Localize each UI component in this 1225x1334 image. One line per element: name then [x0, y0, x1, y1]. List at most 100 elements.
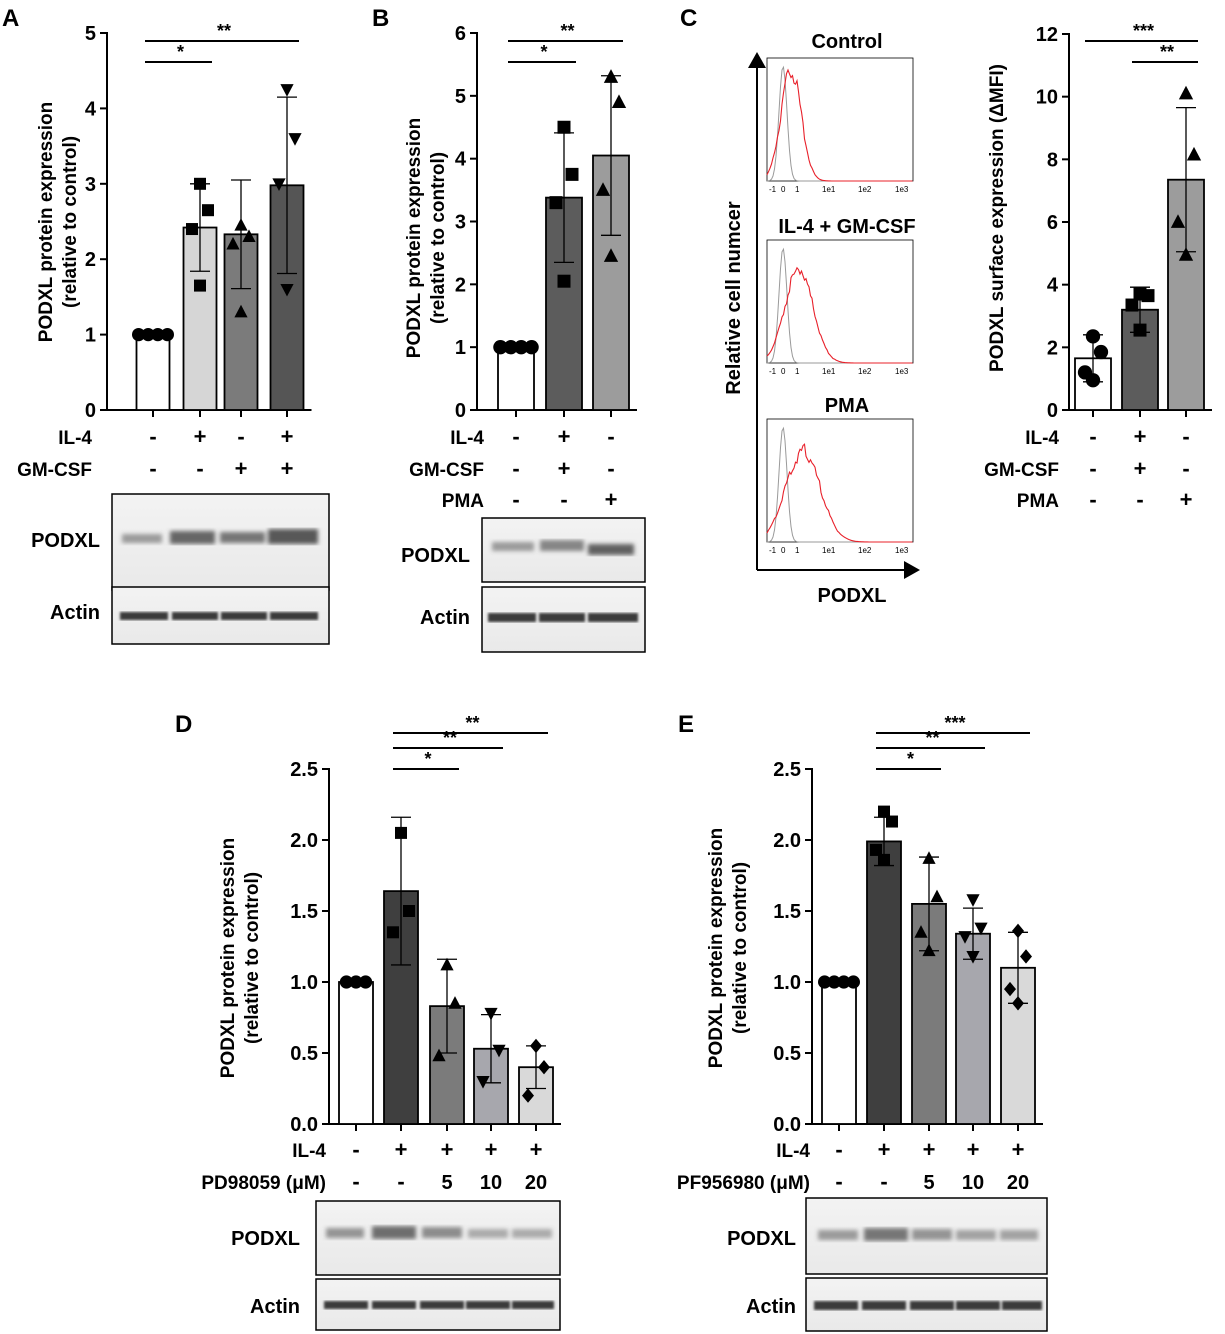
panel-letter-c: C	[680, 5, 697, 32]
circle-marker	[359, 975, 373, 989]
treatment-label: PF956980 (μM)	[677, 1173, 810, 1194]
diamond-marker	[1012, 923, 1024, 939]
significance-label: *	[424, 749, 431, 769]
treatment-label: PD98059 (μM)	[201, 1173, 326, 1194]
flow-tick-label: 1e1	[822, 546, 836, 555]
treatment-sign: +	[281, 456, 294, 481]
y-tick-label: 1.5	[773, 901, 801, 923]
treatment-label: IL-4	[58, 428, 92, 449]
blot-label-actin-d: Actin	[250, 1296, 300, 1318]
diamond-marker	[530, 1038, 542, 1054]
band	[814, 1301, 858, 1310]
triangle-marker	[914, 925, 928, 938]
flow-tick-label: 0	[781, 546, 786, 555]
diamond-marker	[538, 1060, 550, 1075]
y-tick-label: 2.0	[290, 830, 318, 852]
triangle-marker	[1178, 85, 1194, 100]
y-axis-title-e-line2: (relative to control)	[730, 862, 751, 1034]
diamond-marker	[1004, 981, 1016, 997]
triangle-marker	[448, 996, 462, 1009]
band	[326, 1228, 364, 1238]
treatment-sign: +	[281, 424, 294, 449]
significance-label: **	[1160, 42, 1174, 62]
band	[540, 540, 584, 551]
y-axis-title-d-line2: (relative to control)	[242, 872, 263, 1044]
square-marker	[565, 167, 579, 181]
flow-tick-label: 1e3	[895, 546, 909, 555]
circle-marker	[141, 328, 155, 342]
flow-tick-label: -1	[769, 546, 777, 555]
flow-tick-label: 0	[781, 185, 786, 194]
treatment-sign: +	[967, 1137, 980, 1162]
diamond-marker	[1012, 996, 1024, 1011]
square-marker	[194, 177, 206, 190]
square-marker	[1141, 289, 1155, 303]
flow-tick-label: 1e3	[895, 185, 909, 194]
tri-down-marker	[288, 133, 302, 146]
western-blot-b: PODXL Actin	[401, 517, 646, 653]
triangle-marker	[930, 889, 944, 903]
circle-marker	[151, 328, 165, 342]
flow-tick-label: 0	[781, 367, 786, 376]
treatment-sign: -	[352, 1137, 359, 1162]
tri-down-marker	[280, 283, 294, 297]
treatment-sign: +	[485, 1137, 498, 1162]
band	[324, 1301, 368, 1309]
bar	[955, 932, 991, 1125]
band	[910, 1301, 954, 1310]
circle-marker	[132, 328, 146, 342]
band	[588, 613, 638, 622]
tri-down-marker	[272, 178, 286, 191]
y-tick-label: 4	[455, 149, 467, 171]
y-tick-label: 3	[455, 212, 466, 234]
flow-title-control: Control	[811, 31, 882, 53]
band	[956, 1230, 996, 1240]
flow-tick-label: 1e2	[858, 546, 872, 555]
y-tick-label: 2.0	[773, 830, 801, 852]
band	[862, 1301, 906, 1310]
tri-down-marker	[958, 931, 972, 944]
blot-label-actin-e: Actin	[746, 1296, 796, 1318]
circle-marker	[349, 975, 363, 989]
band	[270, 612, 318, 620]
y-tick-label: 8	[1047, 149, 1058, 171]
y-tick-label: 0	[85, 400, 96, 422]
flow-tick-label: 1e1	[822, 185, 836, 194]
y-tick-label: 0.5	[773, 1043, 801, 1065]
triangle-marker	[1178, 247, 1194, 261]
y-tick-label: 2	[455, 274, 466, 296]
treatment-sign: -	[1089, 456, 1096, 481]
treatment-sign: +	[923, 1137, 936, 1162]
western-blot-e: PODXL Actin	[727, 1197, 1048, 1332]
triangle-marker	[234, 218, 248, 231]
treatment-label: IL-4	[292, 1141, 326, 1162]
tri-down-marker	[492, 1044, 506, 1058]
flow-tick-label: -1	[769, 367, 777, 376]
circle-marker	[1085, 373, 1101, 388]
bar	[866, 840, 902, 1125]
flow-histogram-box	[766, 57, 914, 182]
triangle-marker	[1170, 214, 1186, 228]
square-marker	[557, 274, 571, 288]
band	[122, 534, 162, 543]
y-tick-label: 3	[85, 174, 96, 196]
square-marker	[194, 279, 206, 292]
flow-histogram-box	[766, 239, 914, 364]
circle-marker	[846, 975, 861, 989]
triangle-marker	[611, 94, 627, 108]
arrow-up-icon	[748, 52, 766, 68]
band	[512, 1301, 554, 1309]
treatment-sign: -	[1136, 487, 1143, 512]
tri-down-marker	[974, 922, 988, 936]
tri-down-marker	[476, 1076, 490, 1089]
square-marker	[395, 826, 407, 839]
bar	[497, 346, 535, 411]
band	[1002, 1301, 1042, 1310]
treatment-sign: +	[441, 1137, 454, 1162]
treatment-sign: -	[835, 1137, 842, 1162]
band	[512, 1229, 552, 1238]
flow-cytometry-c: Control IL-4 + GM-CSF PMA Relative cell …	[723, 31, 920, 607]
band	[1000, 1230, 1038, 1240]
significance-label: **	[465, 713, 479, 733]
